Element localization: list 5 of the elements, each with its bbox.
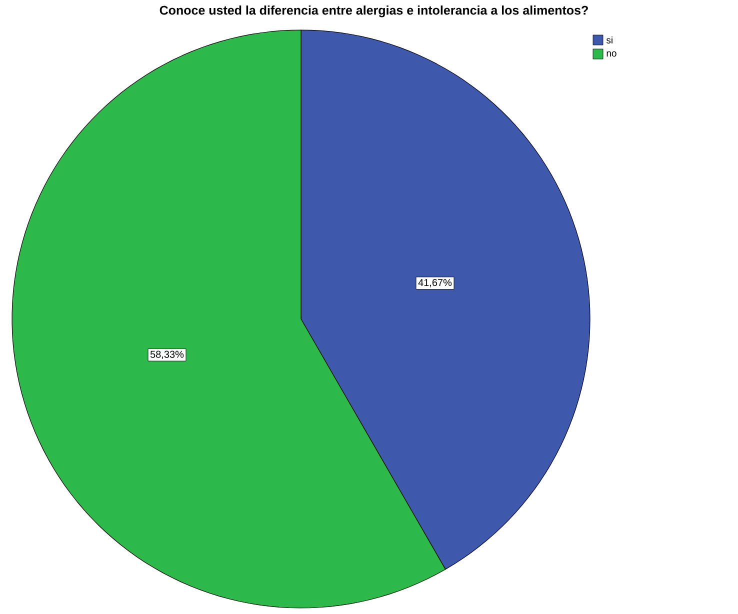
data-label: 41,67% xyxy=(418,278,452,288)
chart-title: Conoce usted la diferencia entre alergias e intolerancia a los alimentos? xyxy=(160,6,588,18)
legend-label: no xyxy=(606,51,616,57)
data-label: 58,33% xyxy=(150,350,184,360)
legend-label: si xyxy=(606,36,612,44)
